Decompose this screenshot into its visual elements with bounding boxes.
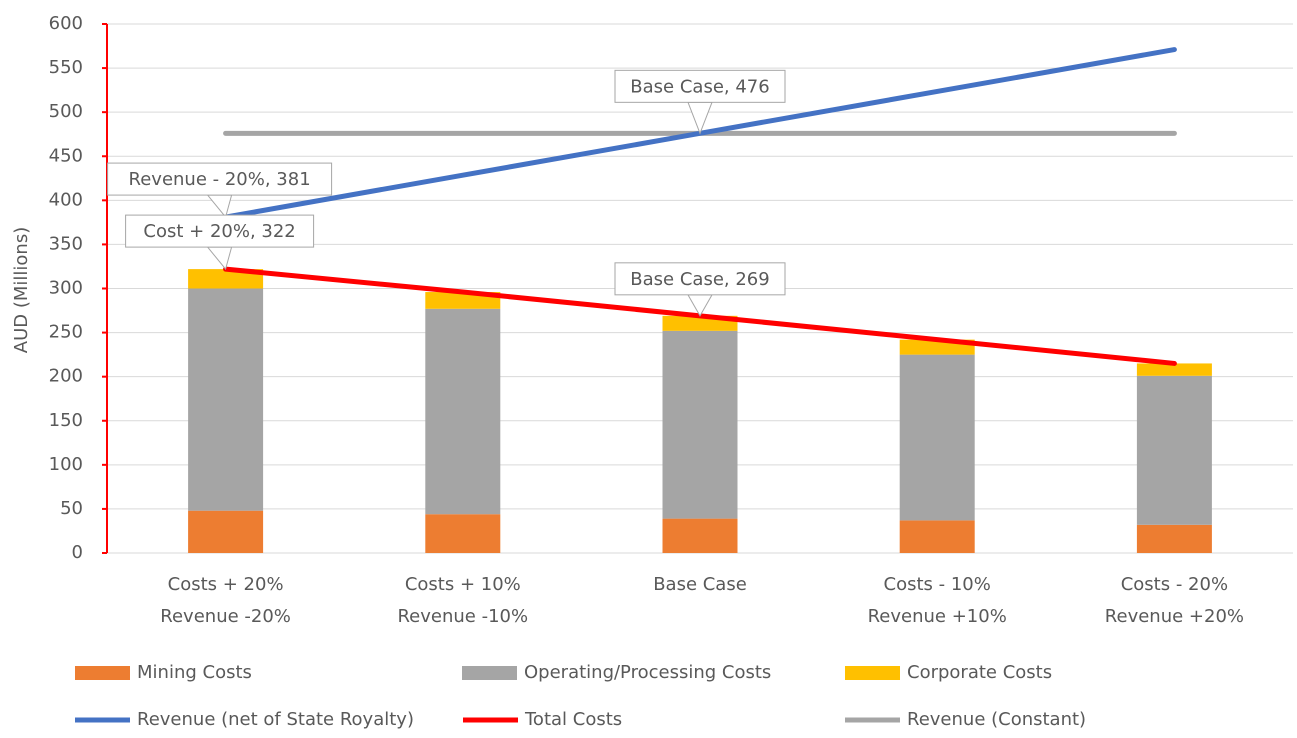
data-label: Revenue - 20%, 381 — [129, 169, 311, 190]
callout-box — [107, 162, 333, 196]
y-tick-label: 150 — [49, 410, 83, 431]
callout-pointer — [206, 246, 233, 271]
bar-segment — [1136, 363, 1212, 376]
y-tick-label: 200 — [49, 366, 83, 387]
callout-box — [614, 262, 786, 296]
legend-label: Total Costs — [524, 709, 622, 730]
bar-segment — [188, 288, 264, 511]
legend-swatch — [845, 666, 900, 680]
y-axis-label: AUD (Millions) — [11, 227, 32, 353]
legend-label: Operating/Processing Costs — [524, 662, 771, 683]
y-tick-label: 350 — [49, 233, 83, 254]
legend-swatch — [75, 666, 130, 680]
callout-box — [125, 214, 315, 248]
callout-box — [614, 69, 786, 103]
y-tick-label: 550 — [49, 57, 83, 78]
y-tick-label: 100 — [49, 454, 83, 475]
x-tick-label: Costs - 20% Revenue +20% — [1105, 574, 1244, 627]
y-tick-label: 300 — [49, 278, 83, 299]
bar-segment — [1136, 524, 1212, 553]
y-tick-label: 450 — [49, 145, 83, 166]
bar-segment — [425, 514, 501, 553]
bar-segment — [899, 520, 975, 553]
bar-segment — [899, 354, 975, 521]
y-tick-label: 250 — [49, 322, 83, 343]
x-tick-label: Costs + 20% Revenue -20% — [160, 574, 291, 627]
bar-segment — [425, 308, 501, 515]
bar-segment — [188, 269, 264, 289]
legend-label: Corporate Costs — [907, 662, 1052, 683]
legend-label: Revenue (net of State Royalty) — [137, 709, 414, 730]
x-tick-label: Base Case — [653, 574, 747, 595]
data-label: Base Case, 476 — [630, 76, 769, 97]
callout-pointer — [687, 101, 713, 135]
legend-label: Mining Costs — [137, 662, 252, 683]
bar-segment — [188, 510, 264, 553]
y-tick-label: 500 — [49, 101, 83, 122]
y-tick-label: 50 — [60, 498, 83, 519]
data-label: Cost + 20%, 322 — [143, 221, 295, 242]
bar-segment — [662, 330, 738, 519]
x-tick-label: Costs + 10% Revenue -10% — [397, 574, 528, 627]
y-tick-label: 600 — [49, 13, 83, 34]
callout-pointer — [206, 194, 233, 219]
data-label: Base Case, 269 — [630, 269, 769, 290]
y-tick-label: 0 — [72, 542, 83, 563]
x-tick-label: Costs - 10% Revenue +10% — [868, 574, 1007, 627]
y-tick-label: 400 — [49, 189, 83, 210]
bar-segment — [1136, 375, 1212, 525]
legend-swatch — [462, 666, 517, 680]
legend-label: Revenue (Constant) — [907, 709, 1086, 730]
bar-segment — [662, 518, 738, 553]
